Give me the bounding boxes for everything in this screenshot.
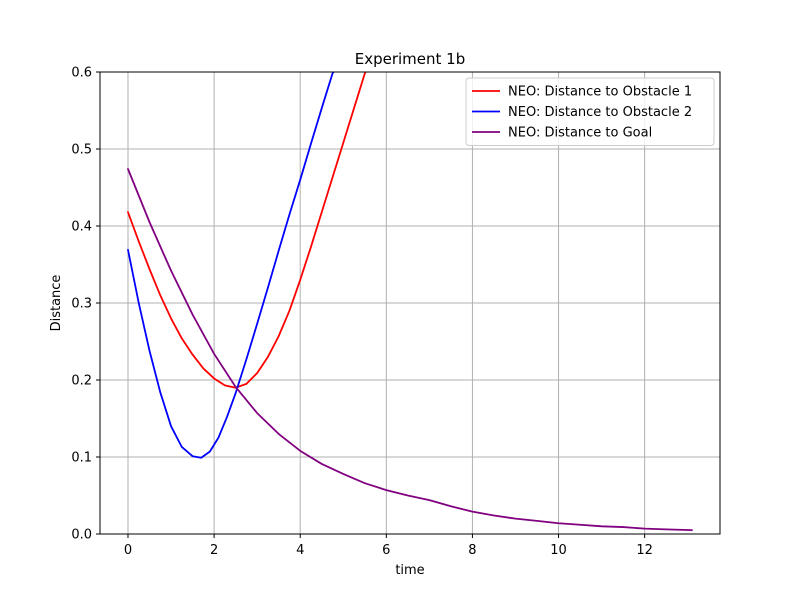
y-tick-label: 0.3 bbox=[71, 297, 92, 312]
x-axis-label: time bbox=[395, 563, 424, 578]
x-tick-label: 2 bbox=[210, 543, 218, 558]
series-line-3 bbox=[127, 168, 693, 532]
y-tick-label: 0.1 bbox=[71, 451, 92, 466]
x-tick-label: 12 bbox=[636, 543, 653, 558]
series-layer bbox=[127, 72, 693, 532]
y-axis-label: Distance bbox=[49, 275, 64, 332]
y-tick-label: 0.4 bbox=[71, 220, 92, 235]
y-tick-label: 0.5 bbox=[71, 143, 92, 158]
x-tick-label: 6 bbox=[382, 543, 390, 558]
y-tick-label: 0.0 bbox=[71, 528, 92, 543]
legend-label: NEO: Distance to Goal bbox=[508, 126, 652, 141]
series-line-1 bbox=[127, 72, 367, 389]
x-tick-label: 4 bbox=[296, 543, 304, 558]
x-tick-label: 8 bbox=[468, 543, 476, 558]
chart-title: Experiment 1b bbox=[355, 50, 466, 68]
x-tick-label: 10 bbox=[550, 543, 567, 558]
tick-layer: 0 2 4 6 8 10 12 0.0 0.1 0.2 0.3 0.4 0.5 0.6 bbox=[71, 66, 653, 559]
legend: NEO: Distance to Obstacle 1 NEO: Distance… bbox=[465, 77, 715, 146]
legend-label: NEO: Distance to Obstacle 1 bbox=[508, 85, 692, 100]
x-tick-label: 0 bbox=[124, 543, 132, 558]
series-line-2 bbox=[127, 72, 335, 459]
legend-box bbox=[465, 77, 715, 146]
y-tick-label: 0.2 bbox=[71, 374, 92, 389]
y-tick-label: 0.6 bbox=[71, 66, 92, 81]
legend-label: NEO: Distance to Obstacle 2 bbox=[508, 105, 692, 120]
